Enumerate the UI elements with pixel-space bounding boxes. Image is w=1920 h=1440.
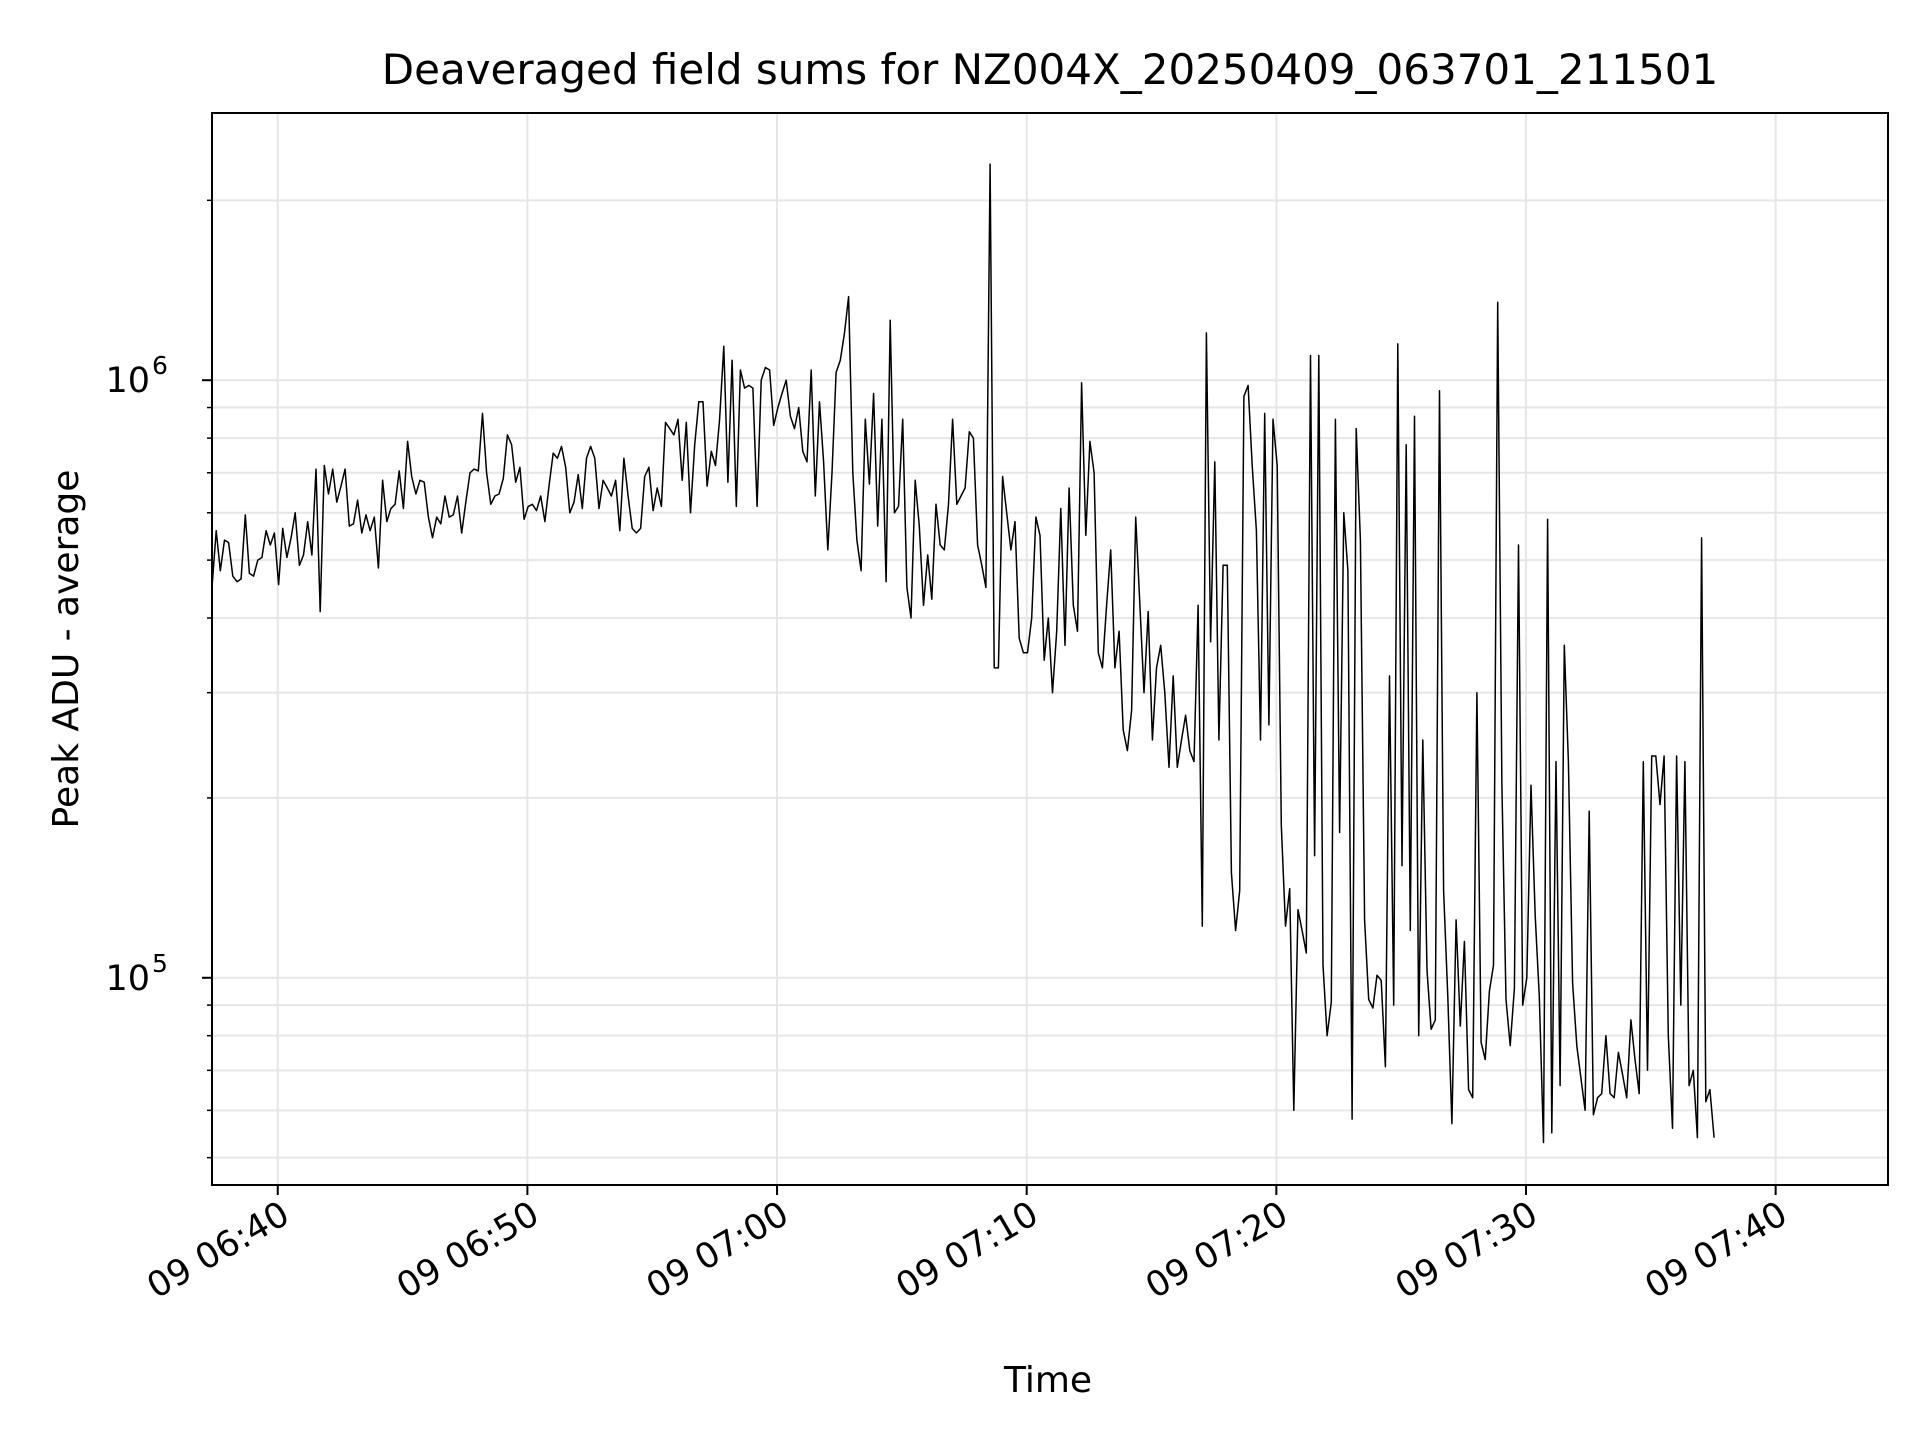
y-tick-exponent: 6 [152, 351, 168, 380]
y-tick-exponent: 5 [152, 949, 168, 978]
series-layer [211, 163, 1715, 1144]
series-line [211, 163, 1715, 1144]
y-tick-label: 10 [105, 959, 150, 999]
y-axis-label: Peak ADU - average [46, 470, 87, 829]
plot-frame [211, 112, 1889, 1186]
x-axis-label: Time [1003, 1360, 1092, 1401]
y-tick-label: 10 [105, 361, 150, 401]
chart-title: Deaveraged field sums for NZ004X_2025040… [382, 45, 1718, 94]
grid [212, 113, 1888, 1185]
